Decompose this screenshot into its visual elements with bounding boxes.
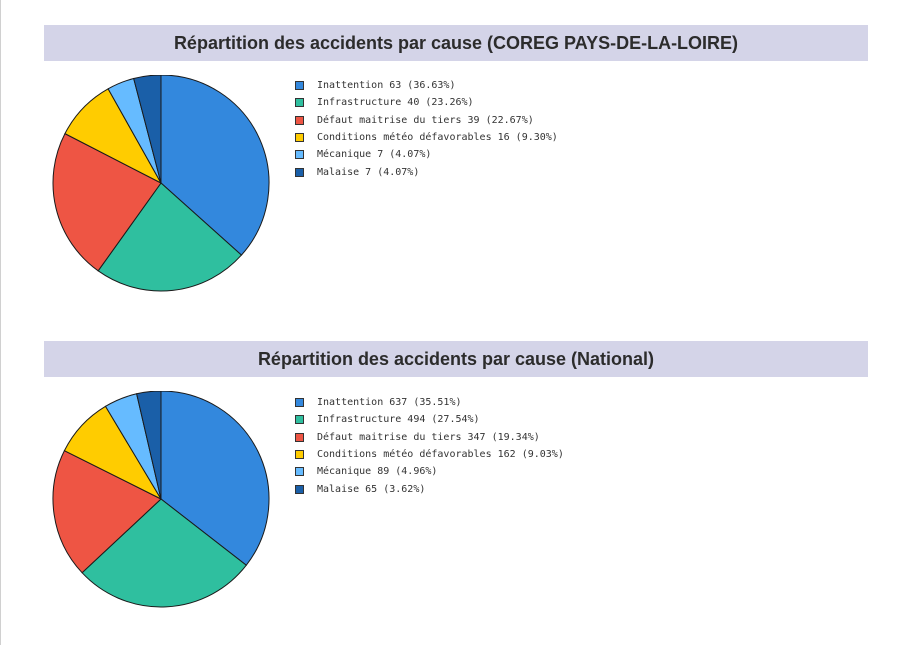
legend-item-mecanique: Mécanique 7 (4.07%) [295,146,558,163]
legend-item-meteo: Conditions météo défavorables 162 (9.03%… [295,446,564,463]
pie-slice-inattention [160,75,270,256]
legend-label: Malaise 7 (4.07%) [317,166,420,178]
legend-item-infrastructure: Infrastructure 494 (27.54%) [295,411,564,428]
chart-title-national: Répartition des accidents par cause (Nat… [44,341,868,377]
legend-item-meteo: Conditions météo défavorables 16 (9.30%) [295,129,558,146]
legend-swatch [295,450,304,460]
pie-slice-infrastructure [97,182,243,292]
legend-item-inattention: Inattention 63 (36.63%) [295,77,558,94]
legend-swatch [295,150,304,160]
legend-item-malaise: Malaise 65 (3.62%) [295,480,564,497]
pie-slice-infrastructure [81,498,248,608]
chart-title-coreg: Répartition des accidents par cause (COR… [44,25,868,61]
legend-label: Infrastructure 494 (27.54%) [317,414,480,426]
pie-slice-malaise [133,75,162,184]
legend-swatch [295,432,304,442]
legend-swatch [295,98,304,108]
pie-slice-inattention [160,391,270,566]
legend-swatch [295,415,304,425]
legend-label: Défaut maitrise du tiers 39 (22.67%) [317,114,534,126]
legend-swatch [295,81,304,91]
legend-label: Défaut maitrise du tiers 347 (19.34%) [317,431,540,443]
legend-label: Conditions météo défavorables 16 (9.30%) [317,132,558,144]
legend-label: Mécanique 89 (4.96%) [317,466,438,478]
legend-label: Infrastructure 40 (23.26%) [317,97,474,109]
page-left-border [0,0,1,645]
legend-coreg: Inattention 63 (36.63%) Infrastructure 4… [295,77,558,181]
pie-slice-defaut-maitrise-du-tiers [52,449,162,574]
legend-national: Inattention 637 (35.51%) Infrastructure … [295,394,564,498]
legend-item-malaise: Malaise 7 (4.07%) [295,163,558,180]
legend-label: Conditions météo défavorables 162 (9.03%… [317,449,564,461]
legend-swatch [295,467,304,477]
legend-swatch [295,167,304,177]
legend-label: Inattention 63 (36.63%) [317,80,456,92]
legend-swatch [295,133,304,143]
chart-panel-coreg: Répartition des accidents par cause (COR… [44,25,868,292]
legend-item-infrastructure: Infrastructure 40 (23.26%) [295,94,558,111]
legend-swatch [295,484,304,494]
legend-item-inattention: Inattention 637 (35.51%) [295,394,564,411]
legend-label: Mécanique 7 (4.07%) [317,149,432,161]
legend-item-defaut-maitrise: Défaut maitrise du tiers 347 (19.34%) [295,429,564,446]
legend-label: Malaise 65 (3.62%) [317,483,426,495]
legend-item-defaut-maitrise: Défaut maitrise du tiers 39 (22.67%) [295,112,558,129]
legend-swatch [295,398,304,408]
legend-label: Inattention 637 (35.51%) [317,397,462,409]
pie-chart-coreg [52,75,270,292]
pie-slice-defaut-maitrise-du-tiers [52,132,162,272]
pie-chart-national [52,391,270,608]
legend-item-mecanique: Mécanique 89 (4.96%) [295,463,564,480]
pie-slice-malaise [136,391,162,500]
chart-panel-national: Répartition des accidents par cause (Nat… [44,341,868,608]
legend-swatch [295,115,304,125]
